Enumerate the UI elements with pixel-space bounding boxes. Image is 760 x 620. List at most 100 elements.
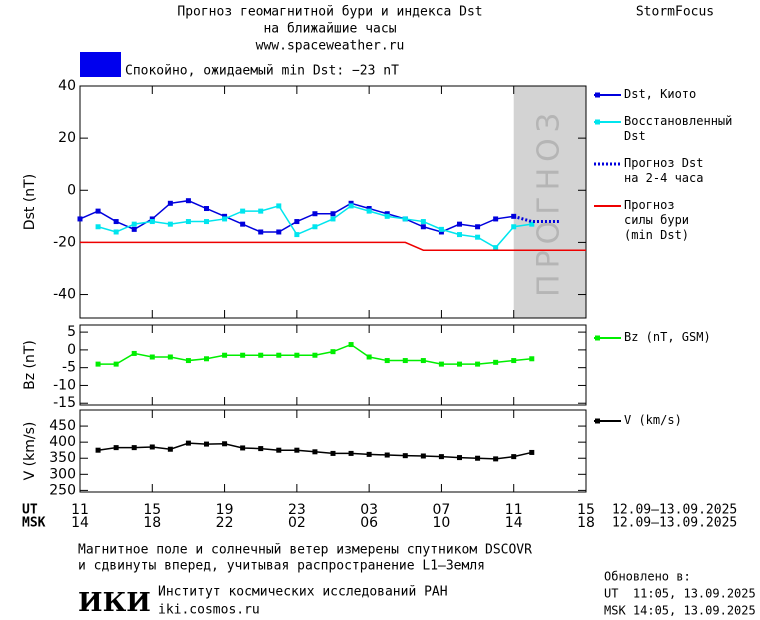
point [312, 224, 318, 230]
point [330, 216, 336, 222]
note: и сдвинуты вперед, учитывая распростране… [78, 559, 485, 574]
plot-frame [79, 409, 587, 493]
point [95, 361, 101, 367]
point [276, 203, 282, 209]
point [312, 352, 318, 358]
x-tick-label: 15 [143, 502, 161, 518]
y-tick-label: 250 [49, 482, 76, 498]
point [95, 224, 101, 230]
point [493, 456, 499, 462]
point [366, 354, 372, 360]
point [420, 358, 426, 364]
point [366, 206, 372, 212]
point [457, 455, 462, 461]
x-tick-label: 11 [505, 502, 523, 518]
point [330, 349, 336, 355]
y-tick-label: 0 [67, 342, 76, 358]
point [222, 216, 228, 222]
point [276, 229, 282, 235]
point [258, 208, 264, 214]
x-tick-label-msk: 18 [577, 515, 595, 531]
msk-name: MSK [22, 516, 46, 531]
point [240, 208, 246, 214]
x-tick-label-msk: 14 [505, 515, 523, 531]
point [529, 221, 535, 227]
point [222, 441, 228, 447]
updated-ut: UT 11:05, 13.09.2025 [604, 587, 756, 601]
point [420, 453, 426, 459]
legend-entry: Прогноз Dst на 2-4 часа [624, 156, 704, 185]
point [493, 245, 499, 251]
point [348, 342, 354, 348]
updated-msk: MSK 14:05, 13.09.2025 [604, 604, 756, 618]
plot-frame [79, 324, 587, 406]
point [131, 226, 137, 232]
series-line [79, 199, 514, 233]
point [312, 449, 318, 455]
point [167, 200, 173, 206]
legend-marker [595, 335, 600, 341]
x-tick-label-msk: 02 [288, 515, 306, 531]
point [402, 453, 408, 459]
point [475, 361, 481, 367]
point [475, 455, 481, 461]
point [330, 450, 336, 456]
url: iki.cosmos.ru [158, 603, 260, 618]
point [95, 447, 101, 453]
y-tick-label: 5 [67, 324, 76, 340]
point [457, 361, 462, 367]
y-tick-label: -10 [53, 377, 76, 393]
point [276, 447, 282, 453]
x-tick-label-msk: 10 [433, 515, 451, 531]
brand: StormFocus [636, 5, 714, 20]
y-tick-label: -15 [53, 395, 76, 411]
legend-entry: V (km/s) [624, 413, 682, 427]
point [167, 446, 173, 452]
point [204, 206, 209, 212]
point [438, 226, 444, 232]
point [204, 441, 209, 447]
point [240, 352, 246, 358]
point [384, 358, 390, 364]
point [240, 221, 246, 227]
point [366, 208, 372, 214]
point [493, 216, 499, 222]
point [511, 358, 517, 364]
y-tick-label: -20 [53, 234, 76, 250]
point [276, 352, 282, 358]
ut-name: UT [22, 503, 38, 518]
legend-entry: Dst, Киото [624, 87, 697, 101]
point [149, 219, 155, 225]
point [222, 213, 228, 219]
x-tick-label-msk: 06 [360, 515, 378, 531]
point [131, 350, 137, 356]
point [348, 203, 354, 209]
point [384, 211, 390, 217]
point [167, 221, 173, 227]
x-tick-label: 19 [216, 502, 234, 518]
y-axis-label: Dst (nT) [22, 174, 38, 230]
point [294, 447, 300, 453]
point [149, 354, 155, 360]
y-tick-label: 40 [58, 78, 76, 94]
y-tick-label: 450 [49, 418, 76, 434]
y-tick-label: 20 [58, 130, 76, 146]
point [185, 358, 191, 364]
point [348, 450, 354, 456]
x-tick-label: 11 [71, 502, 89, 518]
point [438, 361, 444, 367]
logo: ИКИ [78, 588, 151, 618]
point [131, 445, 137, 451]
point [457, 221, 462, 227]
point [475, 234, 481, 240]
y-tick-label: -5 [62, 360, 76, 376]
x-tick-label: 07 [433, 502, 451, 518]
y-axis-label: Bz (nT) [22, 340, 38, 390]
forecast-label: ПРОГНОЗ [531, 107, 566, 297]
point [95, 208, 101, 214]
point [511, 454, 517, 460]
point [420, 219, 426, 225]
point [511, 224, 517, 230]
point [204, 356, 209, 362]
y-tick-label: 400 [49, 434, 76, 450]
